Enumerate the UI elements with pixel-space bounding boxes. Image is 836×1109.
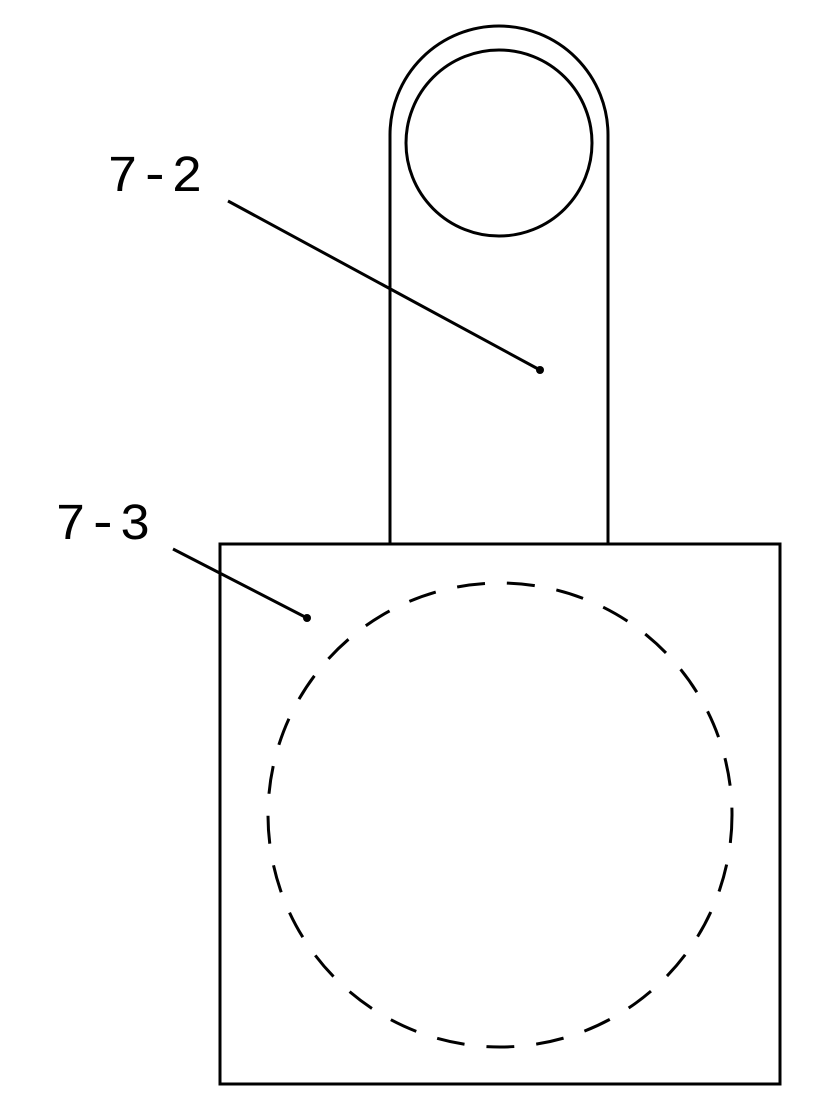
leader-line-lower <box>173 549 307 618</box>
lower-square <box>220 544 780 1084</box>
upper-tab-outline <box>390 26 608 544</box>
leader-lower-arrow <box>303 614 311 622</box>
label-7-3: 7-3 <box>55 496 152 555</box>
leader-line-upper <box>228 201 540 370</box>
inner-top-circle <box>406 50 592 236</box>
label-7-2: 7-2 <box>107 148 204 207</box>
dashed-circle <box>268 583 732 1047</box>
leader-upper-arrow <box>536 366 544 374</box>
